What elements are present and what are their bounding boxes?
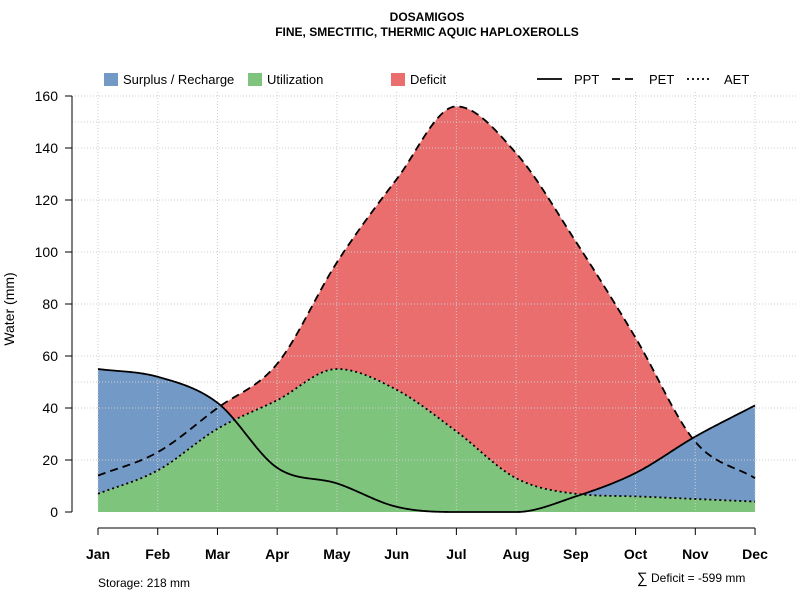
x-axis: Jan Feb Mar Apr May Jun Jul Aug Sep Oct Nov Dec [86, 527, 768, 562]
chart-title: DOSAMIGOS [390, 10, 465, 24]
chart-subtitle: FINE, SMECTITIC, THERMIC AQUIC HAPLOXERO… [275, 25, 579, 39]
y-tick-label: 100 [35, 244, 59, 260]
x-tick-label: Oct [624, 546, 648, 562]
legend-label: PPT [574, 72, 599, 87]
legend-swatch [248, 73, 262, 86]
x-tick-label: Feb [145, 546, 170, 562]
y-tick-label: 0 [50, 504, 58, 520]
y-tick-label: 20 [42, 452, 58, 468]
x-tick-label: Sep [563, 546, 589, 562]
aet-line [97, 368, 756, 503]
legend-swatch [104, 73, 118, 86]
y-tick-label: 40 [42, 400, 58, 416]
y-tick-label: 80 [42, 296, 58, 312]
x-tick-label: Jun [384, 546, 409, 562]
legend-swatch [391, 73, 405, 86]
x-tick-label: Jul [446, 546, 466, 562]
plot-areas [98, 106, 756, 512]
legend-label: Surplus / Recharge [123, 72, 234, 87]
sum-symbol: ∑ [637, 570, 648, 587]
deficit-annotation: Deficit = -599 mm [651, 571, 745, 585]
ppt-line [97, 368, 756, 513]
legend: Surplus / Recharge Utilization Deficit PPT P… [104, 72, 749, 87]
legend-label: PET [649, 72, 674, 87]
legend-label: Utilization [267, 72, 323, 87]
y-tick-label: 120 [35, 192, 59, 208]
series-lines [97, 105, 756, 513]
y-tick-label: 60 [42, 348, 58, 364]
surplus-area [98, 369, 756, 502]
x-tick-label: Apr [265, 546, 290, 562]
x-tick-label: Mar [205, 546, 230, 562]
y-tick-label: 160 [35, 88, 59, 104]
x-tick-label: Dec [742, 546, 768, 562]
utilization-area [98, 369, 756, 512]
x-tick-label: Aug [503, 546, 530, 562]
x-tick-label: May [323, 546, 350, 562]
legend-label: AET [724, 72, 749, 87]
x-tick-label: Jan [86, 546, 110, 562]
storage-annotation: Storage: 218 mm [98, 576, 190, 590]
pet-line [97, 105, 756, 479]
legend-label: Deficit [410, 72, 447, 87]
x-tick-label: Nov [682, 546, 709, 562]
y-axis: 0 20 40 60 80 100 120 140 160 [35, 88, 73, 520]
y-axis-label: Water (mm) [1, 272, 17, 345]
y-tick-label: 140 [35, 140, 59, 156]
gridlines [72, 92, 798, 512]
